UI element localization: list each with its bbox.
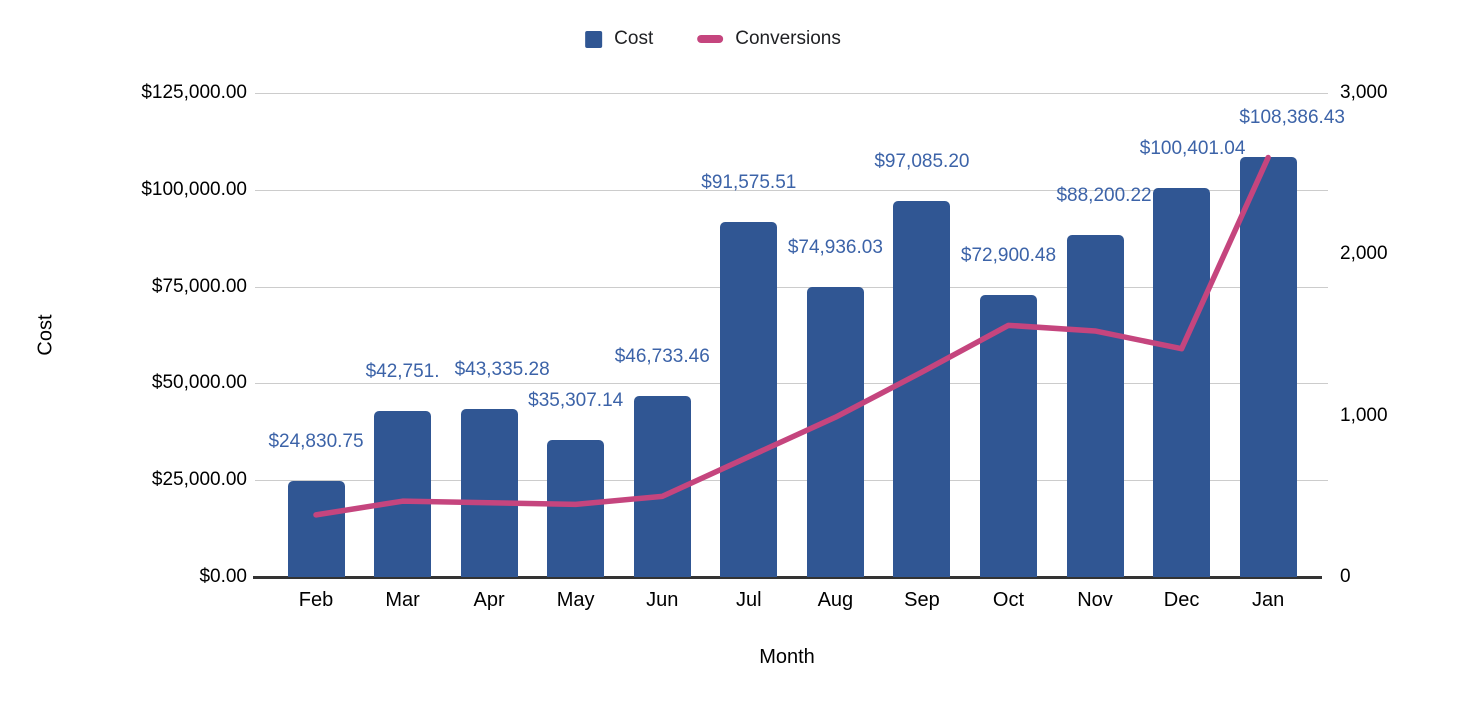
cost-data-label: $35,307.14 xyxy=(528,390,624,412)
x-axis-category-label: Sep xyxy=(904,589,940,611)
legend-label-conversions: Conversions xyxy=(735,28,841,49)
conversions-line xyxy=(313,154,1271,518)
legend-label-cost: Cost xyxy=(614,28,654,49)
cost-series-swatch-icon xyxy=(585,30,603,48)
x-axis-category-label: Aug xyxy=(817,589,854,611)
left-axis-title: Cost xyxy=(34,314,57,356)
cost-bar xyxy=(460,409,518,577)
left-axis-tick-label: $100,000.00 xyxy=(141,178,247,200)
cost-bar xyxy=(979,294,1037,577)
cost-data-label: $24,830.75 xyxy=(268,430,364,452)
x-axis-category-label: Dec xyxy=(1163,589,1200,611)
x-axis-category-label: Jun xyxy=(646,589,679,611)
cost-bar xyxy=(287,480,345,577)
cost-bar xyxy=(547,440,605,577)
legend-item-conversions: Conversions xyxy=(697,28,841,50)
x-axis-line xyxy=(253,576,1322,579)
x-axis-category-label: Oct xyxy=(992,589,1025,611)
x-axis-category-label: Jul xyxy=(736,589,762,611)
cost-data-label: $100,401.04 xyxy=(1139,138,1246,160)
cost-data-label: $88,200.22 xyxy=(1056,185,1152,207)
chart-legend: Cost Conversions xyxy=(585,28,841,50)
right-axis-tick-label: 0 xyxy=(1340,566,1351,587)
left-axis-tick-label: $25,000.00 xyxy=(151,469,247,491)
cost-bar xyxy=(806,286,864,577)
x-axis-category-label: Nov xyxy=(1077,589,1113,611)
left-axis-tick-label: $75,000.00 xyxy=(151,275,247,297)
cost-data-label: $91,575.51 xyxy=(701,172,797,194)
cost-data-label: $72,900.48 xyxy=(960,244,1057,266)
cost-bar xyxy=(1239,157,1297,577)
cost-data-label: $108,386.43 xyxy=(1239,107,1345,129)
cost-data-label: $97,085.20 xyxy=(874,151,970,173)
x-axis-category-label: Feb xyxy=(298,589,334,611)
x-axis-category-label: Apr xyxy=(473,589,505,611)
x-axis-title: Month xyxy=(759,646,815,668)
left-axis-tick-label: $50,000.00 xyxy=(151,372,247,394)
gridline xyxy=(255,93,1328,94)
left-axis-tick-label: $0.00 xyxy=(199,566,247,587)
right-axis-tick-label: 2,000 xyxy=(1340,243,1388,265)
right-axis-tick-label: 3,000 xyxy=(1340,82,1388,103)
right-axis-tick-label: 1,000 xyxy=(1340,404,1388,426)
x-axis-category-label: Jan xyxy=(1252,589,1285,611)
legend-item-cost: Cost xyxy=(585,28,653,50)
conversions-series-swatch-icon xyxy=(697,35,724,43)
cost-bar xyxy=(1066,235,1124,577)
x-axis-category-label: May xyxy=(556,589,595,611)
x-axis-category-label: Mar xyxy=(385,589,420,611)
left-axis-tick-label: $125,000.00 xyxy=(141,82,247,103)
cost-bar xyxy=(720,222,778,577)
cost-data-label: $46,733.46 xyxy=(614,346,710,368)
cost-bar xyxy=(633,396,691,577)
cost-bar xyxy=(1153,188,1211,577)
